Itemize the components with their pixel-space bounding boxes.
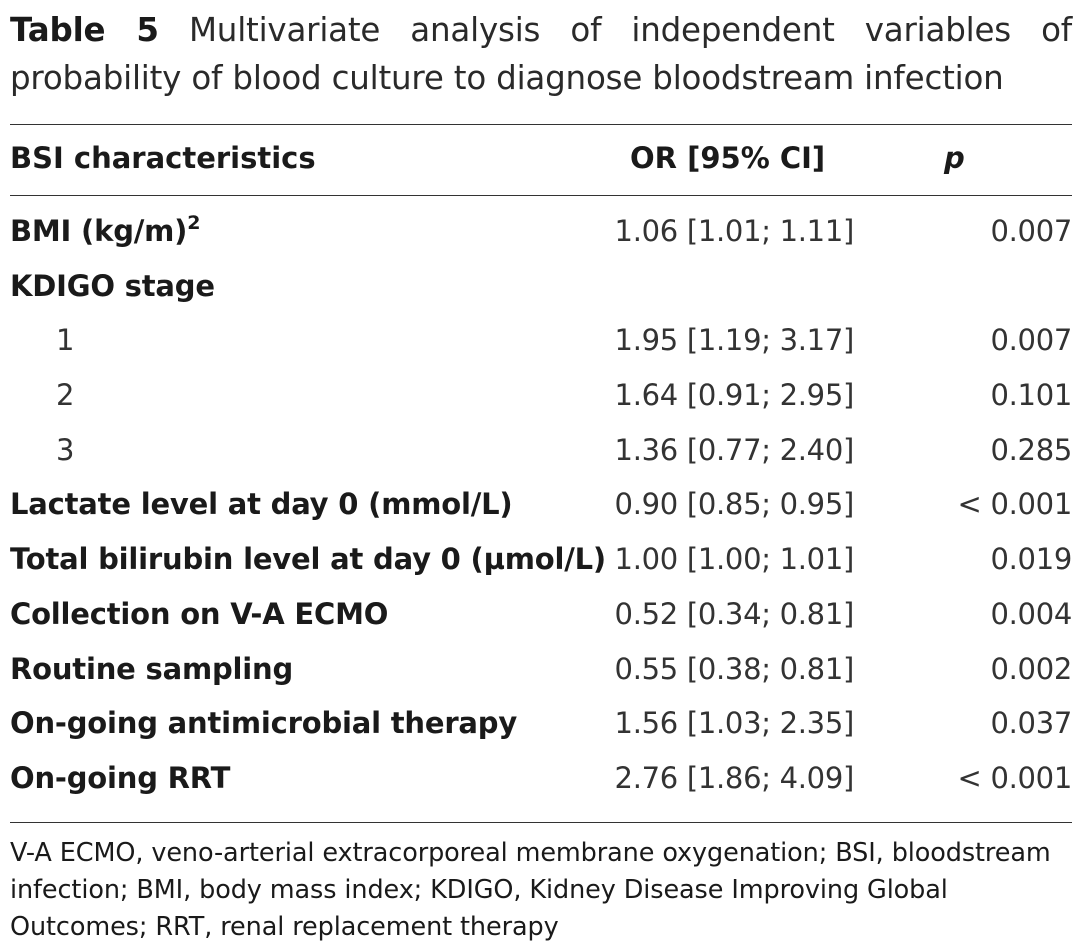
row-label: Total bilirubin level at day 0 (µmol/L) <box>10 542 606 577</box>
table-row: Lactate level at day 0 (mmol/L) 0.90 [0.… <box>10 481 1072 536</box>
table-bottom-rule <box>10 821 1072 823</box>
row-odds-ratio: 1.36 [0.77; 2.40] <box>614 432 855 467</box>
row-p-value: < 0.001 <box>957 487 1073 522</box>
row-label: On-going antimicrobial therapy <box>10 706 518 741</box>
table-row: On-going RRT 2.76 [1.86; 4.09] < 0.001 <box>10 755 1072 810</box>
row-label: 3 <box>56 432 75 467</box>
header-p-value: p <box>944 141 965 175</box>
table-footnote: V-A ECMO, veno-arterial extracorporeal m… <box>10 837 1051 942</box>
row-odds-ratio: 1.06 [1.01; 1.11] <box>614 214 855 248</box>
row-p-value: 0.285 <box>990 432 1072 467</box>
table-label: Table 5 <box>10 11 159 49</box>
table-row: KDIGO stage <box>10 263 1072 318</box>
row-odds-ratio: 1.64 [0.91; 2.95] <box>614 378 855 413</box>
row-p-value: < 0.001 <box>957 760 1073 795</box>
row-odds-ratio: 0.55 [0.38; 0.81] <box>614 651 855 686</box>
header-characteristics: BSI characteristics <box>10 141 316 175</box>
row-label: Lactate level at day 0 (mmol/L) <box>10 487 513 522</box>
table-header-rule <box>10 195 1072 196</box>
row-label: 1 <box>56 323 75 358</box>
row-label: 2 <box>56 378 75 413</box>
table-body: BMI (kg/m)2 1.06 [1.01; 1.11] 0.007 KDIG… <box>10 196 1072 810</box>
row-label: BMI (kg/m)2 <box>10 212 201 249</box>
row-odds-ratio: 0.90 [0.85; 0.95] <box>614 487 855 522</box>
table-row: 1 1.95 [1.19; 3.17] 0.007 <box>10 317 1072 372</box>
table-row: 2 1.64 [0.91; 2.95] 0.101 <box>10 372 1072 427</box>
row-p-value: 0.002 <box>990 651 1072 686</box>
table-caption: Table 5 Multivariate analysis of indepen… <box>10 6 1072 102</box>
table-page: Table 5 Multivariate analysis of indepen… <box>10 0 1072 946</box>
row-p-value: 0.004 <box>990 596 1072 631</box>
row-label: Collection on V-A ECMO <box>10 596 389 631</box>
row-p-value: 0.019 <box>990 542 1072 577</box>
table-row: Routine sampling 0.55 [0.38; 0.81] 0.002 <box>10 646 1072 701</box>
table-row: Total bilirubin level at day 0 (µmol/L) … <box>10 536 1072 591</box>
row-p-value: 0.101 <box>990 378 1072 413</box>
table-row: BMI (kg/m)2 1.06 [1.01; 1.11] 0.007 <box>10 208 1072 263</box>
row-odds-ratio: 1.00 [1.00; 1.01] <box>614 542 855 577</box>
row-p-value: 0.007 <box>990 214 1072 248</box>
row-odds-ratio: 1.56 [1.03; 2.35] <box>614 706 855 741</box>
table-row: On-going antimicrobial therapy 1.56 [1.0… <box>10 700 1072 755</box>
table-row: 3 1.36 [0.77; 2.40] 0.285 <box>10 427 1072 482</box>
table-row: Collection on V-A ECMO 0.52 [0.34; 0.81]… <box>10 591 1072 646</box>
row-p-value: 0.007 <box>990 323 1072 358</box>
row-odds-ratio: 2.76 [1.86; 4.09] <box>614 760 855 795</box>
table-top-rule <box>10 124 1072 125</box>
row-label: KDIGO stage <box>10 268 215 303</box>
table-header-row: BSI characteristics OR [95% CI] p <box>10 125 1072 195</box>
header-odds-ratio: OR [95% CI] <box>630 141 826 175</box>
row-p-value: 0.037 <box>990 706 1072 741</box>
row-odds-ratio: 1.95 [1.19; 3.17] <box>614 323 855 358</box>
table-caption-text: Multivariate analysis of independent var… <box>10 11 1073 97</box>
row-label: Routine sampling <box>10 651 294 686</box>
row-label: On-going RRT <box>10 760 231 795</box>
row-odds-ratio: 0.52 [0.34; 0.81] <box>614 596 855 631</box>
